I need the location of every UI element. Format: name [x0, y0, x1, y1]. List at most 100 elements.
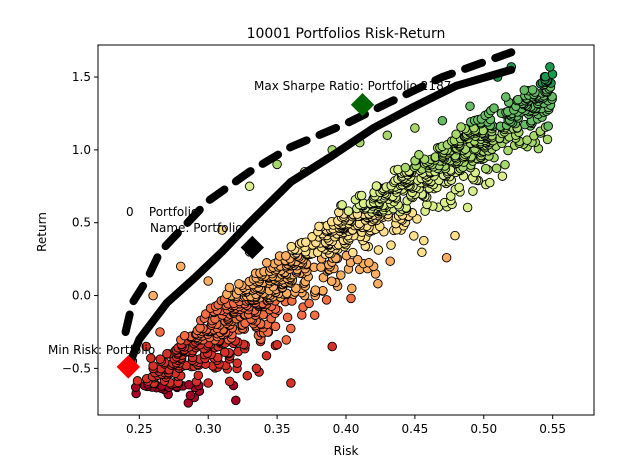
portfolio-point — [419, 235, 429, 246]
portfolio-point — [446, 191, 456, 201]
portfolio-point — [450, 230, 460, 241]
portfolio-point — [489, 103, 499, 113]
portfolio-point — [297, 310, 307, 320]
y-tick-label: 0.0 — [72, 289, 91, 303]
portfolio-point — [343, 206, 354, 216]
portfolio-point — [327, 341, 337, 352]
x-tick-label: 0.30 — [195, 422, 222, 436]
annotation-max-sharpe: Max Sharpe Ratio: Portfolio 2187 — [254, 79, 451, 93]
portfolio-point — [224, 376, 235, 387]
y-tick-label: −0.5 — [62, 361, 91, 375]
x-tick-label: 0.40 — [333, 422, 360, 436]
portfolio-point — [481, 163, 491, 174]
portfolio-point — [501, 92, 511, 102]
portfolio-point — [441, 252, 452, 263]
portfolio-point — [282, 312, 293, 323]
portfolio-point — [203, 276, 213, 286]
y-tick-label: 1.0 — [72, 143, 91, 157]
x-tick-label: 0.45 — [402, 422, 429, 436]
portfolio-point — [286, 378, 296, 388]
portfolio-point — [234, 279, 244, 289]
portfolio-point — [500, 159, 510, 170]
portfolio-point — [465, 101, 475, 111]
portfolio-point — [185, 390, 196, 401]
portfolio-point — [217, 225, 227, 235]
portfolio-point — [272, 159, 282, 170]
portfolio-point — [321, 295, 332, 305]
portfolio-point — [485, 177, 495, 188]
portfolio-point — [314, 221, 324, 232]
portfolio-point — [385, 256, 395, 266]
portfolio-point — [148, 361, 158, 371]
portfolio-point — [356, 190, 367, 201]
portfolio-point — [409, 231, 419, 241]
portfolio-point — [301, 237, 311, 247]
portfolio-point — [337, 200, 347, 210]
portfolio-point — [336, 270, 346, 280]
portfolio-point — [364, 257, 374, 268]
portfolio-point — [503, 145, 513, 156]
portfolio-point — [347, 283, 357, 294]
y-axis-label: Return — [35, 212, 49, 252]
portfolio-point — [251, 363, 262, 374]
y-tick-label: 0.5 — [72, 216, 91, 230]
chart-title: 10001 Portfolios Risk-Return — [247, 26, 446, 42]
x-axis-label: Risk — [334, 444, 359, 458]
portfolio-point — [179, 330, 190, 341]
portfolio-point — [382, 130, 393, 141]
x-tick-label: 0.35 — [264, 422, 291, 436]
portfolio-point — [270, 321, 281, 332]
portfolio-point — [527, 85, 538, 95]
portfolio-point — [400, 162, 411, 173]
x-tick-label: 0.25 — [126, 422, 153, 436]
annotation-min-risk: Min Risk: Portfolio — [48, 343, 155, 357]
portfolio-point — [281, 251, 291, 261]
portfolio-point — [309, 310, 320, 320]
portfolio-point — [148, 290, 158, 301]
portfolio-point — [454, 182, 464, 193]
portfolio-point — [304, 298, 314, 309]
axis-layer: 0.25 0.30 0.35 0.40 0.45 0.50 0.55 −0.5 0.0 0.5 1.… — [62, 70, 566, 436]
portfolio-point — [232, 358, 242, 368]
portfolio-point — [373, 278, 383, 289]
portfolio-point — [316, 262, 326, 272]
x-tick-label: 0.50 — [470, 422, 497, 436]
dashed-frontier-line — [121, 48, 516, 336]
portfolio-point — [220, 347, 230, 358]
portfolio-point — [261, 350, 272, 361]
portfolio-point — [272, 339, 282, 350]
portfolio-point — [155, 354, 165, 364]
portfolio-point — [545, 62, 555, 72]
frontier-lines — [121, 48, 516, 371]
portfolio-point — [373, 245, 384, 255]
portfolio-point — [437, 115, 448, 126]
portfolio-point — [132, 376, 143, 386]
portfolio-marker — [240, 235, 265, 260]
x-tick-label: 0.55 — [539, 422, 566, 436]
portfolio-point — [348, 247, 358, 258]
portfolio-point — [451, 129, 461, 139]
portfolio-point — [542, 134, 553, 145]
portfolio-point — [193, 370, 204, 381]
portfolio-point — [175, 261, 186, 272]
marker-layer — [116, 93, 375, 379]
portfolio-point — [286, 323, 296, 334]
portfolio-point — [162, 349, 172, 359]
portfolio-point — [371, 181, 382, 191]
annotation-portfolio-name: Name: Portfolio — [150, 221, 243, 235]
portfolio-point — [242, 370, 253, 381]
portfolio-point — [456, 122, 466, 132]
portfolio-point — [410, 123, 420, 133]
portfolio-point — [522, 135, 532, 145]
portfolio-point — [352, 254, 363, 265]
portfolio-point — [261, 258, 272, 268]
portfolio-point — [244, 181, 255, 192]
portfolio-point — [491, 163, 502, 174]
portfolio-point — [310, 285, 321, 295]
portfolio-point — [203, 378, 213, 388]
max-sharpe-marker — [350, 93, 375, 117]
portfolio-point — [155, 327, 165, 337]
portfolio-point — [468, 186, 478, 196]
portfolio-point — [414, 150, 424, 160]
